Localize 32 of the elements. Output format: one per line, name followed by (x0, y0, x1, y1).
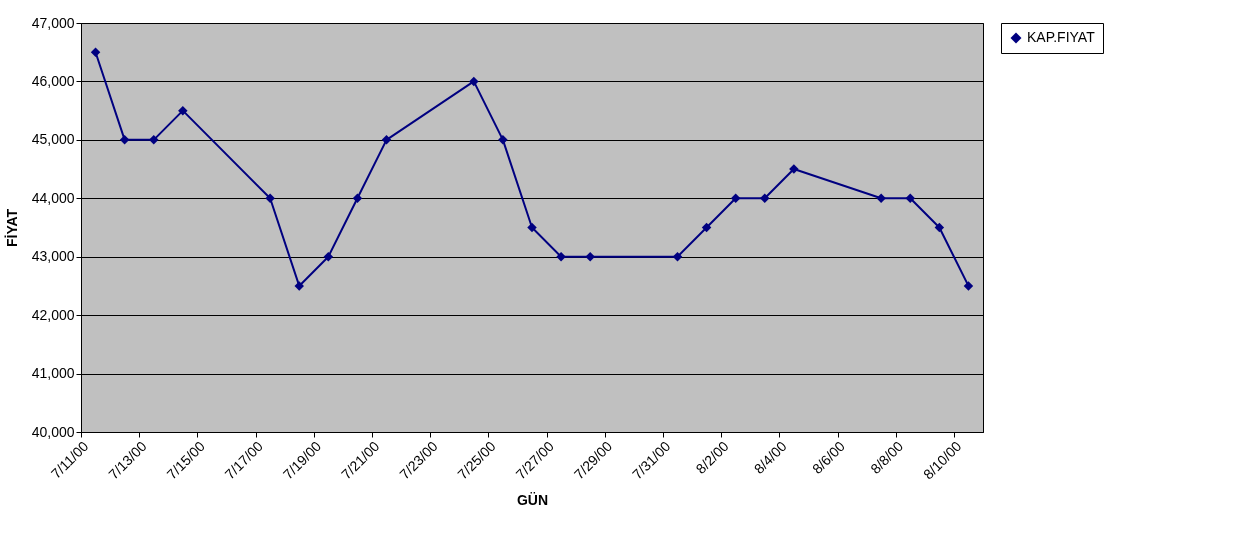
y-tick-label: 42,000 (31, 306, 75, 323)
y-tick-label: 46,000 (31, 72, 75, 89)
point (905, 193, 915, 204)
y-tick-label: 47,000 (31, 14, 75, 31)
point (381, 135, 392, 145)
point (876, 193, 886, 204)
y-tick-label: 43,000 (31, 248, 75, 265)
point (934, 222, 945, 233)
y-tick-label: 40,000 (31, 423, 75, 440)
y-tick-label: 44,000 (31, 189, 75, 206)
point (963, 281, 974, 291)
y-axis-title: FİYAT (3, 208, 20, 248)
point (119, 135, 130, 145)
point (149, 135, 159, 145)
point (90, 47, 101, 57)
point (556, 251, 566, 262)
point (352, 193, 363, 204)
y-tick-label: 41,000 (31, 365, 75, 382)
point (323, 251, 334, 262)
y-tick-label: 45,000 (31, 131, 75, 148)
point (265, 193, 275, 204)
point (701, 222, 712, 233)
point (672, 251, 683, 262)
point (527, 222, 537, 233)
point (760, 193, 770, 204)
point (730, 193, 741, 204)
point (585, 251, 595, 262)
x-axis-title: GÜN (516, 492, 549, 509)
point (178, 105, 188, 116)
point (294, 281, 304, 291)
legend-label: KAP.FIYAT (1027, 29, 1096, 45)
point (469, 76, 479, 87)
